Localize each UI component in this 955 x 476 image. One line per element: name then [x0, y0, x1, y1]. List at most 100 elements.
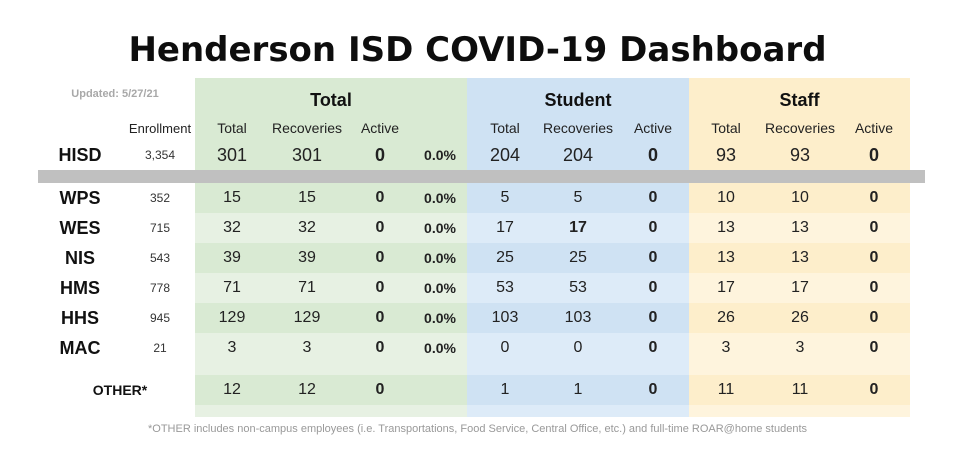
student-active-value: 0 — [648, 339, 658, 356]
student-row-background — [467, 183, 689, 213]
student-row-background — [467, 273, 689, 303]
student-group-background — [467, 78, 689, 170]
total-recoveries-value: 12 — [298, 381, 316, 398]
total-active-column-header: Active — [360, 120, 400, 136]
student-recoveries-column-header: Recoveries — [542, 120, 614, 136]
percent-value: 0.0% — [424, 340, 456, 356]
total-active-value: 0 — [375, 249, 385, 266]
student-row-background — [467, 303, 689, 333]
student-recoveries-value: 204 — [562, 144, 594, 165]
staff-recoveries-value: 11 — [791, 381, 809, 398]
student-recoveries-value: 25 — [569, 249, 587, 266]
total-row-background — [195, 243, 467, 273]
total-recoveries-value: 15 — [298, 189, 316, 206]
staff-row-background — [689, 375, 910, 405]
school-name: HMS — [60, 277, 100, 298]
staff-active-value: 0 — [869, 339, 879, 356]
student-value: 17 — [496, 219, 514, 236]
separator-bar — [38, 170, 925, 183]
total-row-background — [195, 303, 467, 333]
total-value: 15 — [223, 189, 241, 206]
total-active-value: 0 — [374, 144, 385, 165]
percent-value: 0.0% — [424, 147, 456, 163]
staff-active-value: 0 — [869, 189, 879, 206]
student-value: 1 — [500, 381, 510, 398]
staff-row-background — [689, 213, 910, 243]
total-recoveries-value: 129 — [293, 309, 321, 326]
total-recoveries-column-header: Recoveries — [271, 120, 343, 136]
staff-active-value: 0 — [869, 249, 879, 266]
total-total-column-header: Total — [217, 120, 247, 136]
total-row-background — [195, 405, 467, 417]
total-row-background — [195, 363, 467, 375]
student-active-value: 0 — [647, 144, 658, 165]
staff-active-column-header: Active — [854, 120, 894, 136]
enrollment-value: 21 — [153, 341, 167, 355]
staff-recoveries-value: 17 — [791, 279, 809, 296]
school-name: HHS — [60, 307, 99, 328]
total-active-value: 0 — [375, 381, 385, 398]
staff-value: 11 — [717, 381, 735, 398]
page-title: Henderson ISD COVID-19 Dashboard — [128, 30, 827, 70]
total-active-value: 0 — [375, 309, 385, 326]
total-active-value: 0 — [375, 339, 385, 356]
total-value: 71 — [223, 279, 241, 296]
school-name: WES — [59, 217, 101, 238]
staff-active-value: 0 — [869, 219, 879, 236]
staff-value: 26 — [717, 309, 735, 326]
staff-group-header: Staff — [779, 89, 820, 110]
percent-value: 0.0% — [424, 280, 456, 296]
staff-active-value: 0 — [869, 279, 879, 296]
staff-recoveries-value: 13 — [791, 219, 809, 236]
enrollment-value: 352 — [149, 191, 171, 205]
student-group-header: Student — [544, 89, 612, 110]
student-active-value: 0 — [648, 279, 658, 296]
student-row-background — [467, 243, 689, 273]
student-total-column-header: Total — [490, 120, 520, 136]
student-recoveries-value: 103 — [564, 309, 592, 326]
total-recoveries-value: 3 — [302, 339, 312, 356]
staff-value: 13 — [717, 249, 735, 266]
percent-value: 0.0% — [424, 310, 456, 326]
student-row-background — [467, 213, 689, 243]
student-row-background — [467, 375, 689, 405]
total-row-background — [195, 273, 467, 303]
staff-row-background — [689, 243, 910, 273]
staff-recoveries-value: 26 — [791, 309, 809, 326]
student-row-background — [467, 333, 689, 363]
staff-recoveries-value: 10 — [791, 189, 809, 206]
total-active-value: 0 — [375, 189, 385, 206]
student-row-background — [467, 405, 689, 417]
student-value: 204 — [489, 144, 521, 165]
staff-active-value: 0 — [869, 381, 879, 398]
student-recoveries-value: 1 — [573, 381, 583, 398]
total-value: 39 — [223, 249, 241, 266]
student-recoveries-value: 5 — [573, 189, 583, 206]
student-recoveries-value: 53 — [569, 279, 587, 296]
enrollment-value: 778 — [149, 281, 171, 295]
total-value: 129 — [218, 309, 246, 326]
total-group-header: Total — [310, 89, 352, 110]
student-active-column-header: Active — [633, 120, 673, 136]
student-active-value: 0 — [648, 189, 658, 206]
enrollment-column-header: Enrollment — [128, 120, 192, 136]
total-row-background — [195, 375, 467, 405]
enrollment-value: 3,354 — [144, 148, 176, 162]
staff-value: 93 — [715, 144, 737, 165]
school-name: HISD — [58, 144, 102, 165]
school-name: OTHER* — [92, 382, 148, 398]
staff-row-background — [689, 333, 910, 363]
school-name: MAC — [59, 337, 101, 358]
staff-recoveries-value: 3 — [795, 339, 805, 356]
total-group-background — [195, 78, 467, 170]
total-recoveries-value: 71 — [298, 279, 316, 296]
footnote: *OTHER includes non-campus employees (i.… — [147, 423, 808, 435]
total-value: 3 — [227, 339, 237, 356]
student-active-value: 0 — [648, 219, 658, 236]
staff-value: 13 — [717, 219, 735, 236]
total-recoveries-value: 39 — [298, 249, 316, 266]
staff-row-background — [689, 363, 910, 375]
enrollment-value: 945 — [149, 311, 171, 325]
student-value: 103 — [491, 309, 519, 326]
student-recoveries-value: 0 — [573, 339, 583, 356]
